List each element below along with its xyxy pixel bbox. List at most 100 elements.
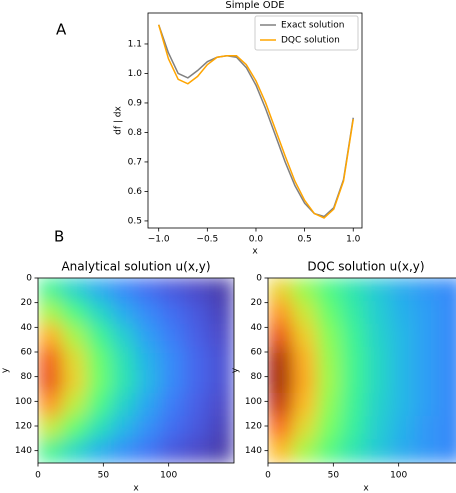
heatmap-cell <box>316 393 342 418</box>
heatmap-cell <box>390 439 416 463</box>
x-tick-label: 1.0 <box>346 235 361 245</box>
heatmap-cell <box>365 439 391 463</box>
heatmap-cell <box>390 323 416 348</box>
x-axis-label: x <box>363 484 369 493</box>
heatmap-cell <box>365 393 391 418</box>
plot-frame <box>37 277 235 464</box>
heatmap-cell <box>111 416 137 441</box>
heatmap-clip <box>38 278 234 463</box>
heatmap-cell <box>184 439 210 463</box>
heatmap-cell <box>62 439 88 463</box>
heatmap-cell <box>135 346 161 371</box>
heatmap-cell <box>135 439 161 463</box>
heatmap-cell <box>316 323 342 348</box>
heatmap-cell <box>38 300 63 325</box>
heatmap-cell <box>38 278 63 302</box>
x-tick-label: 100 <box>390 471 407 481</box>
chart-title: DQC solution u(x,y) <box>307 260 424 274</box>
heatmap-cell <box>160 323 186 348</box>
heatmap-cell <box>135 278 161 302</box>
heatmap-cell <box>38 370 63 395</box>
heatmap-cell <box>414 300 440 325</box>
heatmap-cell <box>390 346 416 371</box>
legend-label: Exact solution <box>281 21 345 31</box>
heatmap-cell <box>38 346 63 371</box>
heatmap-cell <box>111 346 137 371</box>
y-tick-label: 20 <box>21 298 33 308</box>
heatmap-cell <box>111 393 137 418</box>
y-axis-label: y <box>231 367 241 373</box>
heatmap-cell <box>184 393 210 418</box>
heatmap-cell <box>292 416 318 441</box>
heatmap-cell <box>268 346 293 371</box>
heatmap-cell <box>111 323 137 348</box>
y-axis-label: df | dx <box>114 105 124 134</box>
heatmap-cell <box>268 300 293 325</box>
y-tick-label: 60 <box>21 348 33 358</box>
heatmap-cell <box>292 439 318 463</box>
heatmap-cell <box>111 370 137 395</box>
y-tick-label: 80 <box>21 372 33 382</box>
heatmap-cell <box>268 416 293 441</box>
heatmap-cell <box>62 346 88 371</box>
plot-frame <box>147 12 363 229</box>
y-tick-label: 100 <box>15 397 32 407</box>
heatmap-cell <box>86 416 112 441</box>
y-tick-label: 120 <box>15 422 32 432</box>
heatmap-cell <box>390 278 416 302</box>
heatmap-cell <box>86 323 112 348</box>
heatmap-cell <box>86 439 112 463</box>
heatmap-cell <box>160 393 186 418</box>
heatmap-cell <box>135 323 161 348</box>
heatmap-cell <box>414 346 440 371</box>
heatmap-cell <box>341 439 367 463</box>
y-tick-label: 80 <box>251 372 263 382</box>
heatmap-cell <box>439 393 456 418</box>
heatmap-cell <box>268 439 293 463</box>
y-tick-label: 140 <box>15 446 32 456</box>
y-tick-label: 0 <box>26 274 32 284</box>
heatmap-cell <box>316 439 342 463</box>
heatmap-cell <box>86 300 112 325</box>
heatmap-cell <box>268 393 293 418</box>
heatmap-cell <box>292 393 318 418</box>
heatmap-cell <box>62 323 88 348</box>
heatmap-cell <box>292 346 318 371</box>
heatmap-cell <box>439 323 456 348</box>
heatmap <box>38 278 234 463</box>
heatmap-cell <box>365 370 391 395</box>
heatmap-cell <box>268 323 293 348</box>
y-tick-label: 0.7 <box>128 157 142 167</box>
heatmap-cell <box>414 323 440 348</box>
heatmap-cell <box>184 278 210 302</box>
heatmap-cell <box>439 370 456 395</box>
heatmap-cell <box>184 416 210 441</box>
heatmap-cell <box>62 278 88 302</box>
heatmap-cell <box>341 346 367 371</box>
line-series <box>157 24 354 219</box>
heatmap-cell <box>209 439 234 463</box>
heatmap-cell <box>184 323 210 348</box>
y-axis-label: y <box>1 367 11 373</box>
heatmap-cell <box>414 370 440 395</box>
heatmap-cell <box>62 300 88 325</box>
x-tick-label: 0 <box>35 471 41 481</box>
heatmap-cell <box>414 439 440 463</box>
y-tick-label: 40 <box>251 323 263 333</box>
heatmap-cell <box>160 278 186 302</box>
heatmap-cell <box>439 439 456 463</box>
y-tick-label: 140 <box>245 446 262 456</box>
x-tick-label: 0.5 <box>297 235 311 245</box>
heatmap-cell <box>292 370 318 395</box>
heatmap-cell <box>439 416 456 441</box>
heatmap-cell <box>341 416 367 441</box>
heatmap-cell <box>292 278 318 302</box>
heatmap-cell <box>439 278 456 302</box>
heatmap-cell <box>135 393 161 418</box>
heatmap-cell <box>111 439 137 463</box>
plot-frame <box>267 277 456 464</box>
y-tick-label: 1.0 <box>128 69 143 79</box>
x-tick-label: −1.0 <box>148 235 170 245</box>
heatmap-clip <box>268 278 456 463</box>
